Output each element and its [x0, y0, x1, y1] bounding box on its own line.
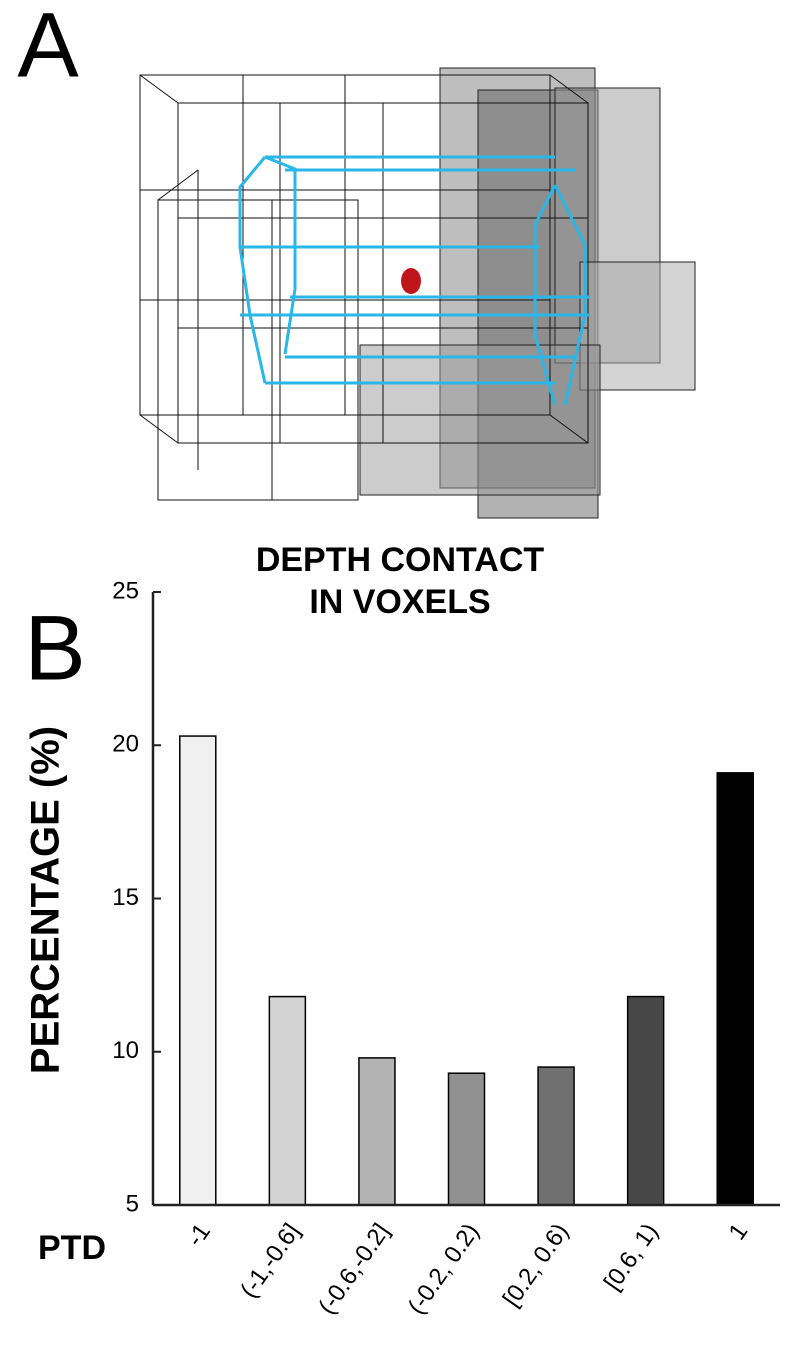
bar — [449, 1073, 485, 1205]
bar — [180, 736, 216, 1205]
y-tick-label: 25 — [112, 577, 139, 604]
x-tick-label: [0.6, 1) — [599, 1219, 664, 1296]
voxel-diagram — [140, 68, 695, 518]
x-tick-label: (-1,-0.6] — [235, 1219, 305, 1303]
bar — [717, 773, 753, 1205]
panel-label: B — [24, 597, 85, 699]
y-tick-label: 5 — [126, 1190, 139, 1217]
panel-label: A — [17, 0, 79, 96]
x-tick-label: (-0.2, 0.2) — [403, 1219, 485, 1320]
figure: A DEPTH CONTACT IN VOXELS B PERCENTAGE (… — [0, 0, 790, 1355]
y-axis-label: PERCENTAGE (%) — [24, 726, 68, 1074]
x-axis-label: PTD — [38, 1229, 106, 1267]
y-tick-label: 10 — [112, 1037, 139, 1064]
y-tick-label: 20 — [112, 731, 139, 758]
x-tick-label: 1 — [724, 1219, 754, 1245]
caption: IN VOXELS — [309, 583, 490, 621]
caption: DEPTH CONTACT — [256, 541, 545, 579]
bar — [628, 997, 664, 1205]
y-tick-label: 15 — [112, 884, 139, 911]
x-tick-label: -1 — [182, 1219, 216, 1252]
bar — [538, 1067, 574, 1205]
bar — [269, 997, 305, 1205]
x-tick-label: [0.2, 0.6) — [498, 1219, 574, 1312]
bar — [359, 1058, 395, 1205]
x-tick-label: (-0.6,-0.2] — [313, 1219, 395, 1320]
